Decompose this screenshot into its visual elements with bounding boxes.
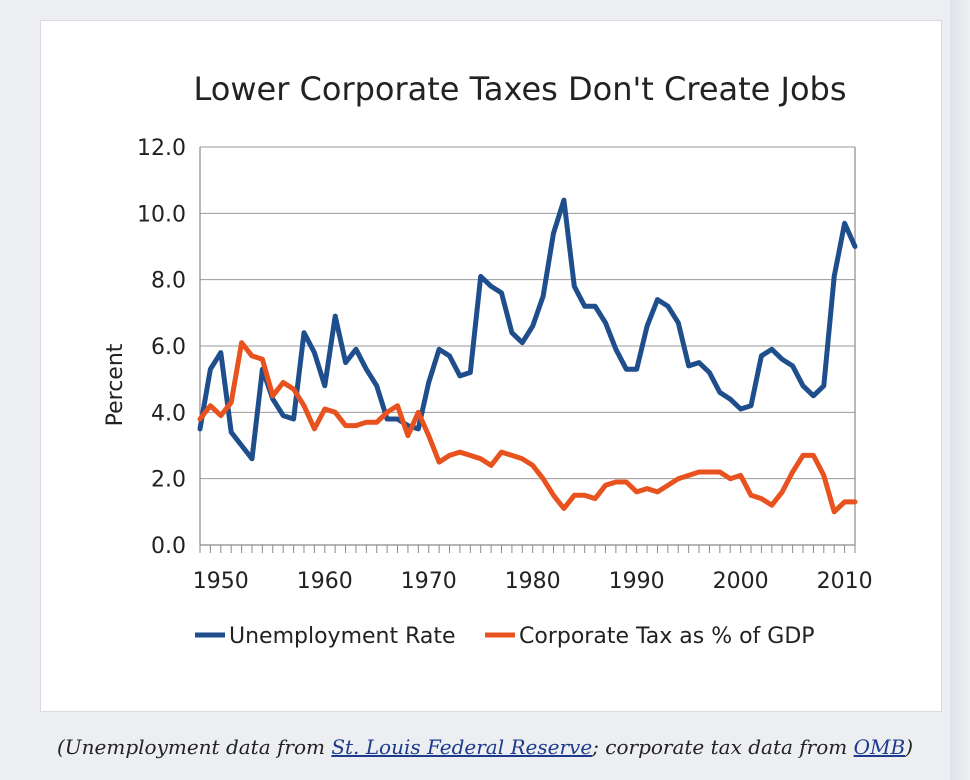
legend: Unemployment Rate Corporate Tax as % of G… [195,624,815,649]
tick-labels: 0.0 2.0 4.0 6.0 8.0 10.0 12.0 1950 1960 1970 1980 1… [137,136,873,594]
y-tick-label: 10.0 [137,202,186,227]
line-chart: 0.0 2.0 4.0 6.0 8.0 10.0 12.0 1950 1960 1970 1980 1… [103,136,873,649]
x-tick-label: 2000 [713,569,769,594]
x-tick-label: 1990 [609,569,665,594]
unemployment-rate-line [197,197,858,462]
caption-suffix: ) [905,735,913,759]
omb-link[interactable]: OMB [853,735,906,759]
caption-middle: ; corporate tax data from [592,735,854,759]
y-tick-label: 12.0 [137,136,186,161]
caption-prefix: (Unemployment data from [56,735,332,759]
background-strip [950,0,970,780]
corporate-tax-line [197,340,858,515]
grid-lines [200,146,855,480]
chart-title: Lower Corporate Taxes Don't Create Jobs [193,70,847,108]
x-tick-label: 2010 [817,569,873,594]
y-tick-label: 6.0 [151,335,186,360]
y-axis-label: Percent [103,343,128,426]
x-tick-label: 1970 [401,569,457,594]
x-tick-label: 1960 [297,569,353,594]
source-caption: (Unemployment data from St. Louis Federa… [0,735,970,759]
y-tick-label: 8.0 [151,269,186,294]
axes [199,147,856,553]
x-tick-label: 1980 [505,569,561,594]
y-tick-label: 0.0 [151,534,186,559]
x-tick-label: 1950 [193,569,249,594]
st-louis-fed-link[interactable]: St. Louis Federal Reserve [331,735,593,759]
legend-label: Corporate Tax as % of GDP [519,624,815,649]
y-tick-label: 2.0 [151,468,186,493]
series-lines [197,197,858,515]
y-tick-label: 4.0 [151,401,186,426]
legend-label: Unemployment Rate [229,624,456,649]
